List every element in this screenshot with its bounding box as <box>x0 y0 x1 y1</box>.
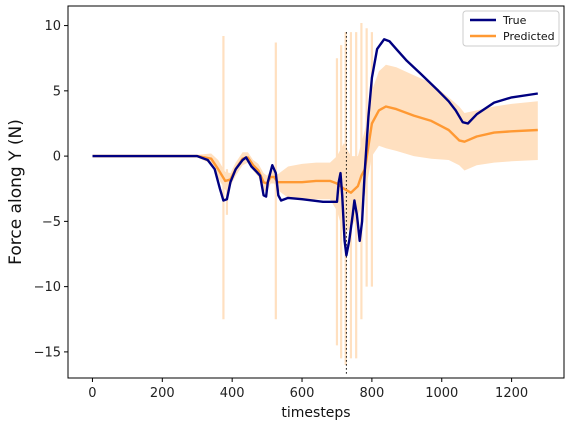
x-axis-label: timesteps <box>281 405 350 421</box>
x-tick-label: 1000 <box>425 386 458 401</box>
y-tick-label: 10 <box>44 19 61 34</box>
series-layer <box>92 38 538 257</box>
legend-label-true: True <box>502 14 527 27</box>
x-tick-label: 200 <box>150 386 175 401</box>
x-tick-label: 1200 <box>495 386 528 401</box>
uncertainty-band-layer <box>92 22 538 365</box>
series-line-true <box>92 38 538 257</box>
x-axis-ticks: 0 200 400 600 800 1000 1200 <box>88 378 528 401</box>
legend: True Predicted <box>462 10 560 47</box>
y-tick-label: 0 <box>53 150 61 165</box>
x-tick-label: 400 <box>220 386 245 401</box>
plot-frame <box>67 5 565 379</box>
legend-label-predicted: Predicted <box>503 30 555 43</box>
x-tick-label: 800 <box>359 386 384 401</box>
x-tick-label: 0 <box>88 386 96 401</box>
y-axis-ticks: 10 5 0 −5 −10 −15 <box>34 19 68 360</box>
y-tick-label: −10 <box>34 280 61 295</box>
y-tick-label: −5 <box>42 215 61 230</box>
y-axis-label: Force along Y (N) <box>6 119 26 265</box>
y-tick-label: −15 <box>34 345 61 360</box>
y-tick-label: 5 <box>53 84 61 99</box>
predicted-uncertainty-band <box>92 64 538 235</box>
x-tick-label: 600 <box>290 386 315 401</box>
